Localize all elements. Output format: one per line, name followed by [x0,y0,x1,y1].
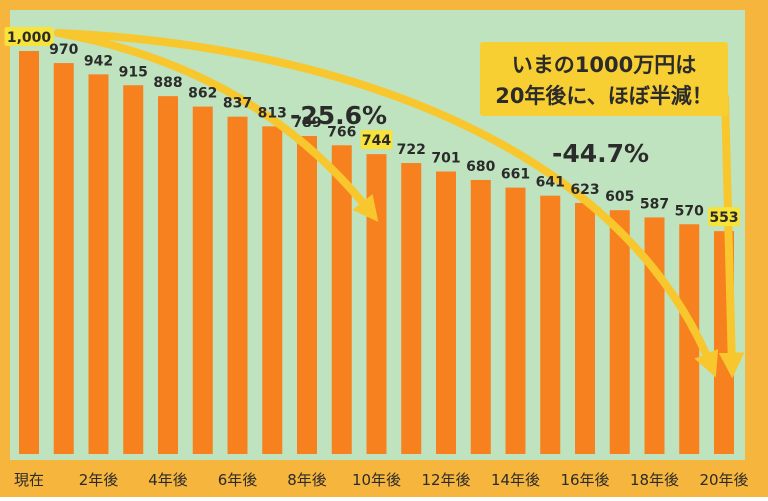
bar-7 [262,126,283,455]
callout-box [480,42,728,116]
value-label-highlight-20 [708,207,740,227]
bar-5 [192,106,213,455]
bar-15 [540,195,561,454]
bar-4 [158,96,178,454]
value-label-3: 915 [119,64,148,80]
value-label-8: 789 [292,115,321,131]
x-tick-label-9: 18年後 [630,471,679,489]
x-tick-label-6: 12年後 [421,471,470,489]
value-label-11: 722 [397,142,426,158]
arrow-10-years [54,29,379,223]
value-label-4: 888 [153,75,182,91]
callout-line-2: 20年後に、ほぼ半減！ [495,84,713,108]
value-label-6: 837 [223,96,252,112]
value-label-highlight-0 [4,27,54,46]
bar-19 [679,224,700,454]
value-label-highlight-10 [360,130,393,150]
x-tick-label-0: 現在 [14,471,44,489]
change-10-years-label: -25.6% [290,101,387,130]
value-label-14: 661 [501,167,530,183]
bar-3 [123,85,144,454]
bar-8 [297,136,317,454]
value-label-2: 942 [84,53,113,69]
value-label-12: 701 [431,151,460,167]
x-tick-label-8: 16年後 [560,471,609,489]
x-tick-label-1: 2年後 [79,471,119,489]
x-tick-label-7: 14年後 [491,471,540,489]
bar-13 [470,179,491,454]
value-label-20: 553 [709,210,738,226]
value-label-0: 1,000 [7,30,52,46]
value-label-19: 570 [675,203,704,219]
arrows [54,29,745,379]
bar-2 [88,74,109,455]
bar-12 [436,171,456,454]
value-label-16: 623 [570,182,599,198]
value-label-10: 744 [362,133,391,149]
bar-10 [366,154,387,455]
value-label-13: 680 [466,159,495,175]
bar-18 [644,217,665,454]
bar-9 [331,145,352,455]
value-label-15: 641 [536,175,565,191]
bar-16 [575,202,595,454]
x-tick-label-2: 4年後 [148,471,188,489]
bar-1 [53,63,74,455]
bar-11 [401,163,422,454]
x-tick-label-4: 8年後 [287,471,327,489]
bar-0 [19,51,39,454]
value-label-9: 766 [327,124,356,140]
x-tick-label-5: 10年後 [352,471,401,489]
value-label-7: 813 [258,105,287,121]
value-label-1: 970 [49,42,78,58]
callout-line-1: いまの1000万円は [512,53,696,77]
value-label-17: 605 [605,189,634,205]
arrow-20-years-curve [54,29,719,378]
bar-14 [505,187,526,454]
x-tick-label-3: 6年後 [218,471,258,489]
x-tick-label-10: 20年後 [699,471,748,489]
arrow-20-years-straight [718,93,745,379]
change-20-years-label: -44.7% [552,139,649,168]
bar-17 [609,210,630,454]
bar-6 [227,116,248,454]
value-label-18: 587 [640,196,669,212]
value-label-5: 862 [188,86,217,102]
